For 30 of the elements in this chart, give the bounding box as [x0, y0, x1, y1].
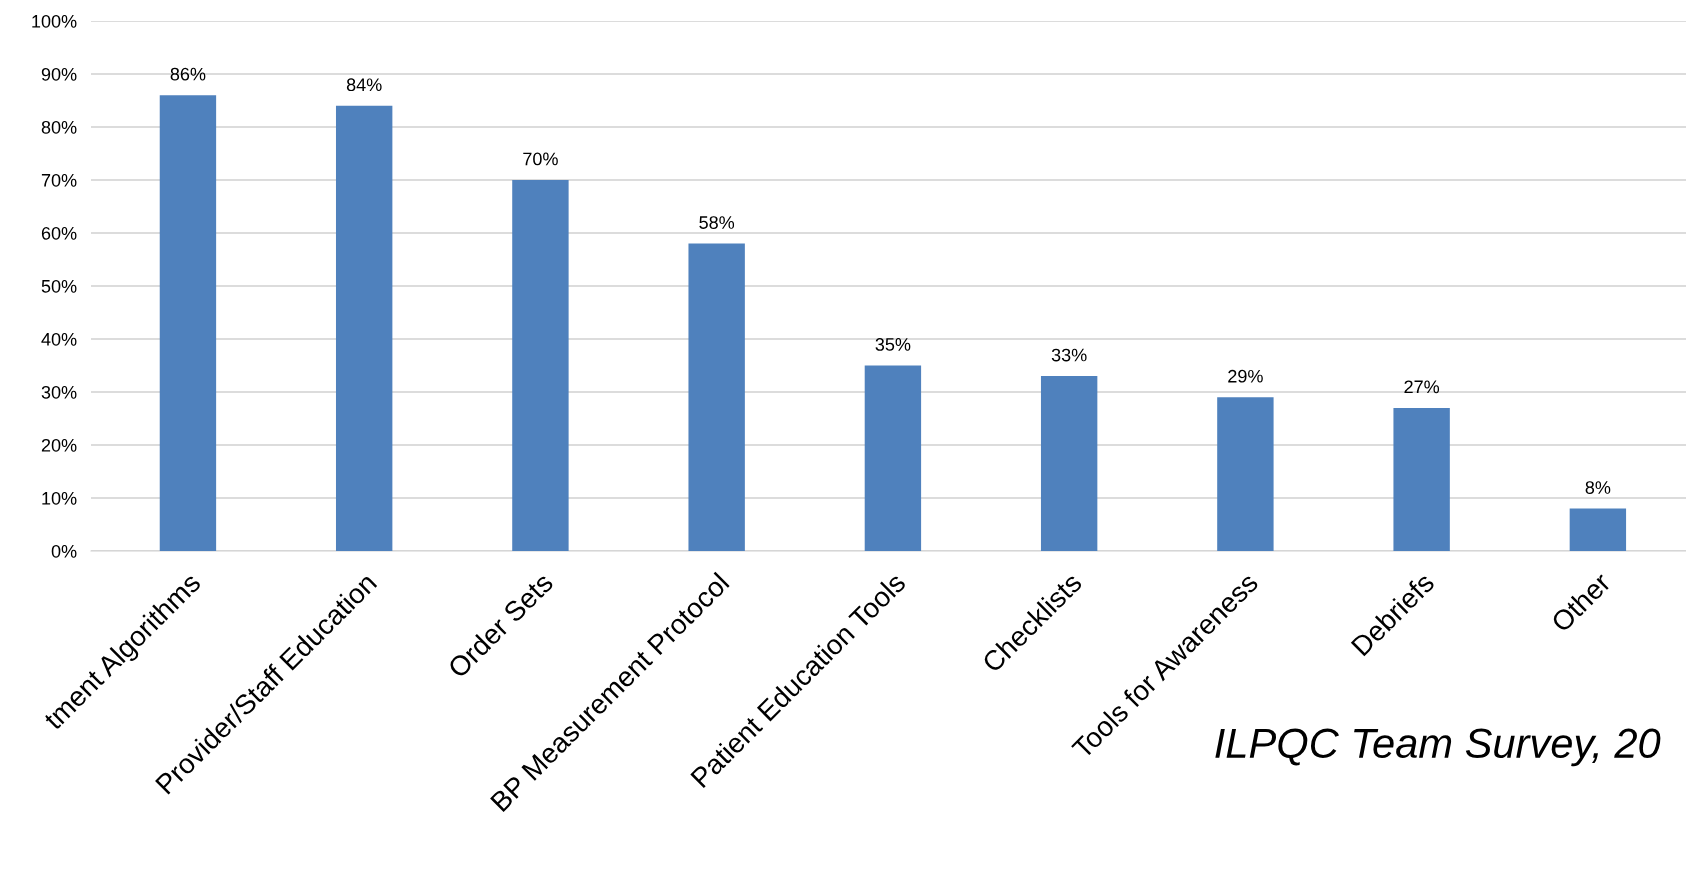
- bar: [335, 105, 393, 551]
- y-tick-label: 40%: [41, 332, 77, 346]
- text: ILPQC Team Survey, 20: [1215, 728, 1661, 767]
- y-tick-label: 50%: [41, 279, 77, 293]
- data-label: 70%: [523, 152, 558, 166]
- bar: [688, 243, 745, 551]
- data-label: 29%: [1228, 369, 1263, 383]
- y-tick-label: 90%: [41, 67, 77, 81]
- bar: [864, 365, 922, 551]
- data-label: 33%: [1051, 348, 1087, 362]
- y-tick-label: 20%: [41, 438, 77, 452]
- y-tick-label: 30%: [41, 385, 77, 399]
- data-label: 58%: [699, 216, 735, 229]
- data-label: 86%: [170, 67, 206, 81]
- y-tick-label: 60%: [41, 226, 77, 240]
- bar: [1040, 376, 1098, 551]
- bar: [512, 180, 569, 551]
- y-tick-label: 80%: [41, 120, 77, 134]
- data-label: 35%: [875, 338, 911, 351]
- bar: [159, 95, 217, 551]
- y-tick-label: 0%: [51, 544, 77, 558]
- bar: [1569, 508, 1627, 551]
- y-tick-label: 70%: [41, 173, 77, 187]
- data-label: 27%: [1404, 380, 1440, 394]
- y-tick-label: 10%: [42, 491, 77, 505]
- bar: [1393, 407, 1450, 551]
- bar: [1217, 397, 1274, 551]
- data-label: 8%: [1585, 481, 1611, 494]
- data-label: 84%: [346, 78, 382, 92]
- y-tick-label: 100%: [32, 14, 77, 28]
